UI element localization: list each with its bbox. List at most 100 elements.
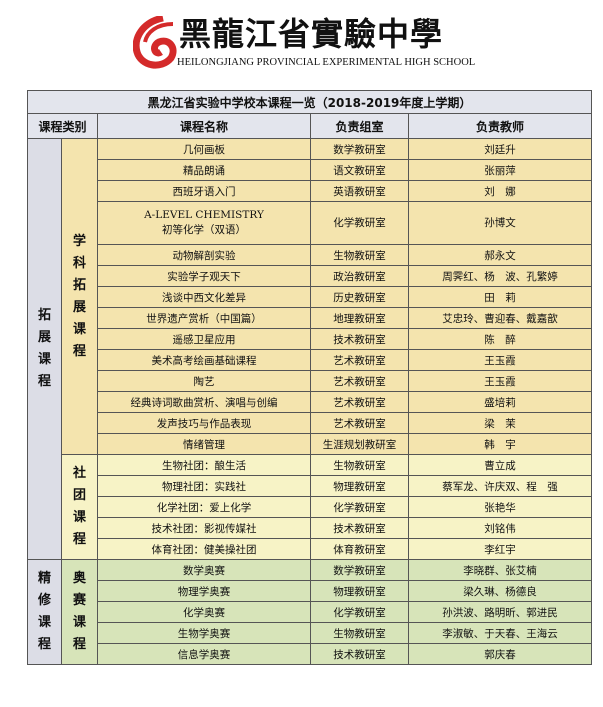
course-name: 陶艺 bbox=[97, 370, 311, 392]
category-label: 拓展课程 bbox=[37, 308, 51, 389]
header-course: 课程名称 bbox=[97, 113, 311, 139]
department: 生物教研室 bbox=[310, 454, 409, 476]
department: 数学教研室 bbox=[310, 559, 409, 581]
table-row: 生物学奥赛 生物教研室 李淑敏、于天春、王海云 bbox=[28, 622, 593, 644]
course-name: 化学社团：爱上化学 bbox=[97, 496, 311, 518]
subcategory-cell: 学科拓展课程 bbox=[61, 138, 98, 455]
teacher: 郝永文 bbox=[407, 244, 593, 266]
teacher: 李淑敏、于天春、王海云 bbox=[407, 622, 593, 644]
teacher: 韩 宇 bbox=[407, 433, 593, 455]
department: 物理教研室 bbox=[310, 580, 409, 602]
table-row: 动物解剖实验 生物教研室 郝永文 bbox=[28, 244, 593, 266]
table-row: 实验学子观天下 政治教研室 周霁红、杨 波、孔繁婷 bbox=[28, 265, 593, 287]
course-name: 物理学奥赛 bbox=[97, 580, 311, 602]
department: 体育教研室 bbox=[310, 538, 409, 560]
header-teacher: 负责教师 bbox=[407, 113, 593, 139]
table-row: 精品朗诵 语文教研室 张丽萍 bbox=[28, 159, 593, 181]
department: 语文教研室 bbox=[310, 159, 409, 181]
table-row: 精修课程 奥赛课程 数学奥赛 数学教研室 李晓群、张艾楠 bbox=[27, 559, 593, 665]
course-name: 精品朗诵 bbox=[97, 159, 311, 181]
course-name: 信息学奥赛 bbox=[97, 643, 311, 665]
category-cell: 精修课程 bbox=[27, 559, 62, 665]
course-name: 物理社团：实践社 bbox=[97, 475, 311, 497]
table-row: 浅谈中西文化差异 历史教研室田 莉 bbox=[28, 286, 593, 308]
teacher: 张丽萍 bbox=[407, 159, 593, 181]
table-row: 发声技巧与作品表现 艺术教研室梁 茉 bbox=[28, 412, 593, 434]
department: 艺术教研室 bbox=[310, 391, 409, 413]
department: 艺术教研室 bbox=[310, 370, 409, 392]
department: 生涯规划教研室 bbox=[310, 433, 409, 455]
subcategory-label: 社团课程 bbox=[72, 466, 86, 547]
table-row: 经典诗词歌曲赏析、演唱与创编 艺术教研室 盛培莉 bbox=[28, 391, 593, 413]
department: 物理教研室 bbox=[310, 475, 409, 497]
table-row: 化学社团：爱上化学 化学教研室 张艳华 bbox=[28, 496, 593, 518]
course-name: 几何画板 bbox=[97, 138, 311, 160]
teacher: 梁 茉 bbox=[407, 412, 593, 434]
teacher: 王玉霞 bbox=[407, 370, 593, 392]
teacher: 孙洪波、路明昕、郭进民 bbox=[407, 601, 593, 623]
table-row: 信息学奥赛 技术教研室 郭庆春 bbox=[28, 643, 593, 665]
course-name: 技术社团：影视传媒社 bbox=[97, 517, 311, 539]
table-row: 陶艺 艺术教研室 王玉霞 bbox=[28, 370, 593, 392]
department: 地理教研室 bbox=[310, 307, 409, 329]
table-row: 化学奥赛 化学教研室 孙洪波、路明昕、郭进民 bbox=[28, 601, 593, 623]
department: 技术教研室 bbox=[310, 643, 409, 665]
department: 历史教研室 bbox=[310, 286, 409, 308]
teacher: 蔡军龙、许庆双、程 强 bbox=[407, 475, 593, 497]
teacher: 李晓群、张艾楠 bbox=[407, 559, 593, 581]
department: 艺术教研室 bbox=[310, 412, 409, 434]
teacher: 孙博文 bbox=[407, 201, 593, 245]
course-name: 生物学奥赛 bbox=[97, 622, 311, 644]
subcategory-cell: 社团课程 bbox=[61, 454, 98, 560]
department: 技术教研室 bbox=[310, 517, 409, 539]
table-row: A-LEVEL CHEMISTRY 初等化学（双语） 化学教研室 孙博文 bbox=[28, 201, 593, 245]
table-row: 世界遗产赏析（中国篇） 地理教研室 艾忠玲、曹迎春、戴嘉歆 bbox=[28, 307, 593, 329]
table-row: 社团课程 生物社团：酿生活 生物教研室 曹立成 bbox=[28, 454, 593, 560]
department: 英语教研室 bbox=[310, 180, 409, 202]
teacher: 刘廷升 bbox=[407, 138, 593, 160]
category-label: 精修课程 bbox=[37, 571, 51, 652]
teacher: 张艳华 bbox=[407, 496, 593, 518]
course-name: 遥感卫星应用 bbox=[97, 328, 311, 350]
table-row: 物理学奥赛 物理教研室 梁久琳、杨德良 bbox=[28, 580, 593, 602]
school-name-en: HEILONGJIANG PROVINCIAL EXPERIMENTAL HIG… bbox=[177, 57, 476, 68]
course-name: 生物社团：酿生活 bbox=[97, 454, 311, 476]
teacher: 刘铭伟 bbox=[407, 517, 593, 539]
teacher: 艾忠玲、曹迎春、戴嘉歆 bbox=[407, 307, 593, 329]
table-row: 情绪管理 生涯规划教研室韩 宇 bbox=[28, 433, 593, 455]
header-dept: 负责组室 bbox=[310, 113, 409, 139]
course-name: 西班牙语入门 bbox=[97, 180, 311, 202]
course-name: 浅谈中西文化差异 bbox=[97, 286, 311, 308]
school-logo: 黑龍江省實驗中學 HEILONGJIANG PROVINCIAL EXPERIM… bbox=[133, 14, 475, 74]
course-name: 动物解剖实验 bbox=[97, 244, 311, 266]
subcategory-label: 奥赛课程 bbox=[72, 571, 86, 652]
table-row: 美术高考绘画基础课程 艺术教研室 王玉霞 bbox=[28, 349, 593, 371]
teacher: 王玉霞 bbox=[407, 349, 593, 371]
department: 生物教研室 bbox=[310, 244, 409, 266]
course-name: 数学奥赛 bbox=[97, 559, 311, 581]
department: 化学教研室 bbox=[310, 201, 409, 245]
subcategory-cell: 奥赛课程 bbox=[61, 559, 98, 665]
course-name: 化学奥赛 bbox=[97, 601, 311, 623]
table-row: 物理社团：实践社 物理教研室 蔡军龙、许庆双、程 强 bbox=[28, 475, 593, 497]
course-name: 情绪管理 bbox=[97, 433, 311, 455]
table-row: 拓展课程 学科拓展课程 几何画板 数学教研室 刘廷升 bbox=[27, 138, 593, 560]
school-name-cn: 黑龍江省實驗中學 bbox=[179, 15, 444, 53]
category-cell: 拓展课程 bbox=[27, 138, 62, 560]
table-row: 体育社团：健美操社团 体育教研室 李红宇 bbox=[28, 538, 593, 560]
course-name: 实验学子观天下 bbox=[97, 265, 311, 287]
course-name: 体育社团：健美操社团 bbox=[97, 538, 311, 560]
course-name: 美术高考绘画基础课程 bbox=[97, 349, 311, 371]
course-name: 世界遗产赏析（中国篇） bbox=[97, 307, 311, 329]
table-row: 技术社团：影视传媒社 技术教研室 刘铭伟 bbox=[28, 517, 593, 539]
header-category: 课程类别 bbox=[27, 113, 98, 139]
teacher: 李红宇 bbox=[407, 538, 593, 560]
department: 艺术教研室 bbox=[310, 349, 409, 371]
teacher: 郭庆春 bbox=[407, 643, 593, 665]
course-table: 黑龙江省实验中学校本课程一览（2018-2019年度上学期） 课程类别 课程名称… bbox=[26, 90, 593, 665]
logo-swirl-icon bbox=[133, 16, 177, 69]
course-name: 经典诗词歌曲赏析、演唱与创编 bbox=[97, 391, 311, 413]
department: 数学教研室 bbox=[310, 138, 409, 160]
department: 化学教研室 bbox=[310, 601, 409, 623]
teacher: 田 莉 bbox=[407, 286, 593, 308]
